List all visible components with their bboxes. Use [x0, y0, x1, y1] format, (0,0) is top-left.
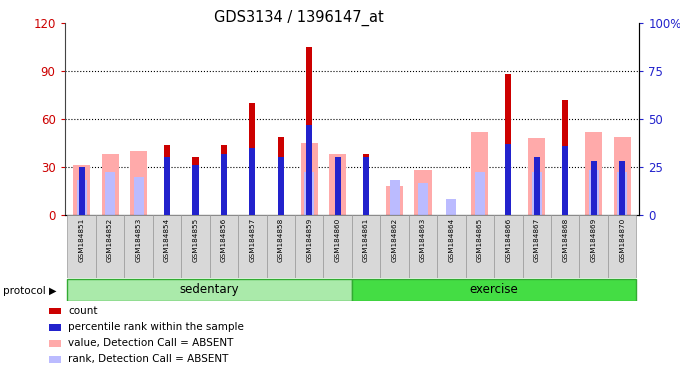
Text: GSM184857: GSM184857: [250, 218, 256, 262]
Text: percentile rank within the sample: percentile rank within the sample: [68, 322, 244, 332]
Text: GSM184854: GSM184854: [164, 218, 170, 262]
Text: GSM184865: GSM184865: [477, 218, 483, 262]
Bar: [390, 180, 400, 215]
Bar: [562, 100, 568, 215]
Text: rank, Detection Call = ABSENT: rank, Detection Call = ABSENT: [68, 354, 228, 364]
Text: GSM184866: GSM184866: [505, 218, 511, 262]
Text: GSM184855: GSM184855: [192, 218, 199, 262]
Bar: [335, 157, 341, 215]
Bar: [437, 215, 466, 278]
Text: GSM184852: GSM184852: [107, 218, 113, 262]
Bar: [418, 183, 428, 215]
Bar: [105, 172, 115, 215]
Bar: [67, 215, 96, 278]
Bar: [532, 172, 542, 215]
Bar: [78, 167, 85, 215]
Bar: [267, 215, 295, 278]
Bar: [352, 279, 636, 301]
Bar: [249, 148, 256, 215]
Bar: [589, 170, 598, 215]
Bar: [363, 157, 369, 215]
Bar: [96, 215, 124, 278]
Bar: [73, 166, 90, 215]
Text: protocol: protocol: [3, 286, 46, 296]
Text: count: count: [68, 306, 97, 316]
Bar: [133, 177, 143, 215]
Bar: [192, 157, 199, 215]
Bar: [124, 215, 153, 278]
Text: exercise: exercise: [470, 283, 519, 296]
Text: GSM184868: GSM184868: [562, 218, 568, 262]
Bar: [585, 132, 602, 215]
Bar: [324, 215, 352, 278]
Text: sedentary: sedentary: [180, 283, 239, 296]
Bar: [528, 138, 545, 215]
Bar: [182, 215, 209, 278]
Bar: [475, 172, 485, 215]
Text: GSM184858: GSM184858: [278, 218, 284, 262]
Bar: [77, 180, 86, 215]
Bar: [590, 161, 597, 215]
Text: GSM184859: GSM184859: [306, 218, 312, 262]
Bar: [363, 154, 369, 215]
Bar: [494, 215, 522, 278]
Bar: [608, 215, 636, 278]
Bar: [277, 157, 284, 215]
Bar: [447, 199, 456, 215]
Bar: [505, 74, 511, 215]
Bar: [249, 103, 256, 215]
Bar: [409, 215, 437, 278]
Text: value, Detection Call = ABSENT: value, Detection Call = ABSENT: [68, 338, 233, 348]
Bar: [534, 157, 540, 215]
Bar: [562, 146, 568, 215]
Bar: [579, 215, 608, 278]
Bar: [101, 154, 118, 215]
Bar: [301, 143, 318, 215]
Bar: [386, 186, 403, 215]
Bar: [352, 215, 380, 278]
Text: GSM184862: GSM184862: [392, 218, 398, 262]
Bar: [192, 165, 199, 215]
Text: GSM184863: GSM184863: [420, 218, 426, 262]
Bar: [304, 172, 314, 215]
Bar: [306, 47, 312, 215]
Bar: [522, 215, 551, 278]
Text: GSM184870: GSM184870: [619, 218, 625, 262]
Bar: [617, 172, 627, 215]
Bar: [221, 154, 227, 215]
Bar: [164, 157, 170, 215]
Text: GSM184853: GSM184853: [135, 218, 141, 262]
Bar: [295, 215, 324, 278]
Bar: [613, 137, 630, 215]
Bar: [505, 144, 511, 215]
Bar: [277, 137, 284, 215]
Bar: [209, 215, 238, 278]
Bar: [466, 215, 494, 278]
Text: GSM184861: GSM184861: [363, 218, 369, 262]
Text: GSM184869: GSM184869: [591, 218, 596, 262]
Bar: [306, 125, 312, 215]
Text: GDS3134 / 1396147_at: GDS3134 / 1396147_at: [214, 10, 384, 26]
Bar: [415, 170, 432, 215]
Text: GSM184851: GSM184851: [79, 218, 85, 262]
Bar: [130, 151, 147, 215]
Bar: [153, 215, 182, 278]
Bar: [380, 215, 409, 278]
Bar: [67, 279, 352, 301]
Bar: [619, 161, 626, 215]
Bar: [221, 145, 227, 215]
Text: GSM184856: GSM184856: [221, 218, 227, 262]
Bar: [164, 145, 170, 215]
Text: ▶: ▶: [49, 286, 56, 296]
Bar: [471, 132, 488, 215]
Text: GSM184860: GSM184860: [335, 218, 341, 262]
Bar: [551, 215, 579, 278]
Text: GSM184867: GSM184867: [534, 218, 540, 262]
Bar: [238, 215, 267, 278]
Bar: [329, 154, 346, 215]
Text: GSM184864: GSM184864: [448, 218, 454, 262]
